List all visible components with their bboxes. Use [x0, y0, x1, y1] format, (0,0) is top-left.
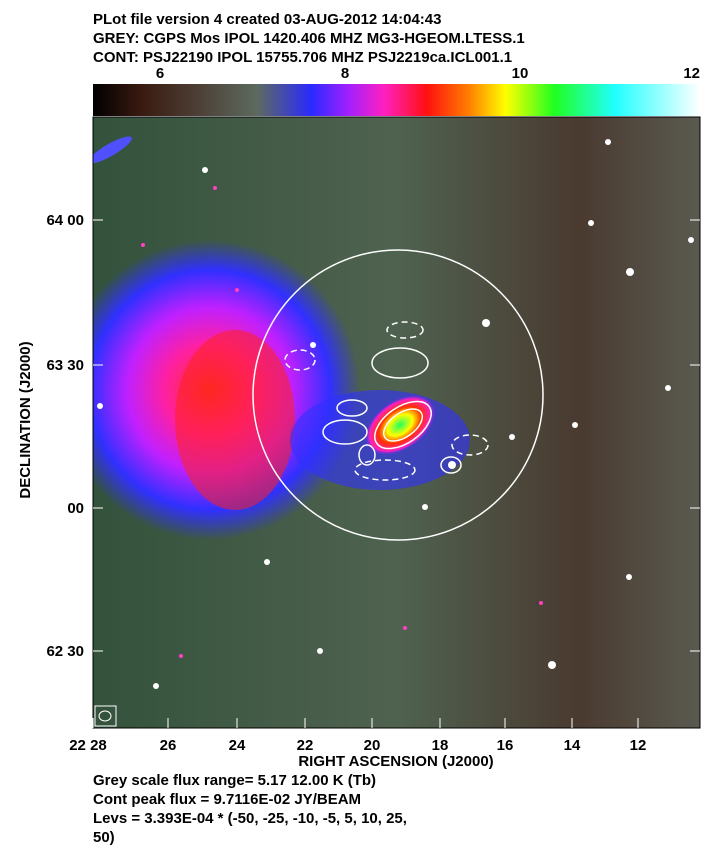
y-tick-label: 63 30: [46, 357, 84, 374]
footer-line: 50): [93, 829, 115, 846]
header-line: CONT: PSJ22190 IPOL 15755.706 MHZ PSJ221…: [93, 49, 512, 66]
y-tick-label: 00: [67, 500, 84, 517]
frame: [92, 116, 701, 729]
colorbar-tick-label: 8: [341, 65, 349, 82]
x-tick-label: 12: [630, 737, 647, 754]
footer: Grey scale flux range= 5.17 12.00 K (Tb)…: [93, 772, 407, 846]
y-ticks: 64 00 63 30 00 62 30: [46, 212, 700, 660]
x-tick-label: 26: [160, 737, 177, 754]
y-axis-label: DECLINATION (J2000): [17, 341, 34, 498]
radio-image: [93, 117, 700, 728]
header-line: PLot file version 4 created 03-AUG-2012 …: [93, 11, 442, 28]
footer-line: Cont peak flux = 9.7116E-02 JY/BEAM: [93, 791, 361, 808]
x-tick-label: 16: [497, 737, 514, 754]
colorbar-ticks: 6 8 10 12: [156, 65, 700, 82]
colorbar-tick-label: 6: [156, 65, 164, 82]
y-tick-label: 62 30: [46, 643, 84, 660]
footer-line: Grey scale flux range= 5.17 12.00 K (Tb): [93, 772, 376, 789]
colorbar-tick-label: 12: [683, 65, 700, 82]
x-tick-label: 22: [297, 737, 314, 754]
colorbar: [93, 84, 700, 116]
x-tick-label: 20: [364, 737, 381, 754]
x-ticks: 22 28 26 24 22 20 18 16 14 12: [69, 718, 646, 754]
x-tick-label: 22 28: [69, 737, 107, 754]
x-axis-label: RIGHT ASCENSION (J2000): [298, 753, 493, 770]
x-tick-label: 14: [564, 737, 581, 754]
footer-line: Levs = 3.393E-04 * (-50, -25, -10, -5, 5…: [93, 810, 407, 827]
colorbar-tick-label: 10: [512, 65, 529, 82]
x-tick-label: 24: [229, 737, 246, 754]
y-tick-label: 64 00: [46, 212, 84, 229]
header-line: GREY: CGPS Mos IPOL 1420.406 MHZ MG3-HGE…: [93, 30, 525, 47]
x-tick-label: 18: [432, 737, 449, 754]
header: PLot file version 4 created 03-AUG-2012 …: [93, 11, 525, 66]
